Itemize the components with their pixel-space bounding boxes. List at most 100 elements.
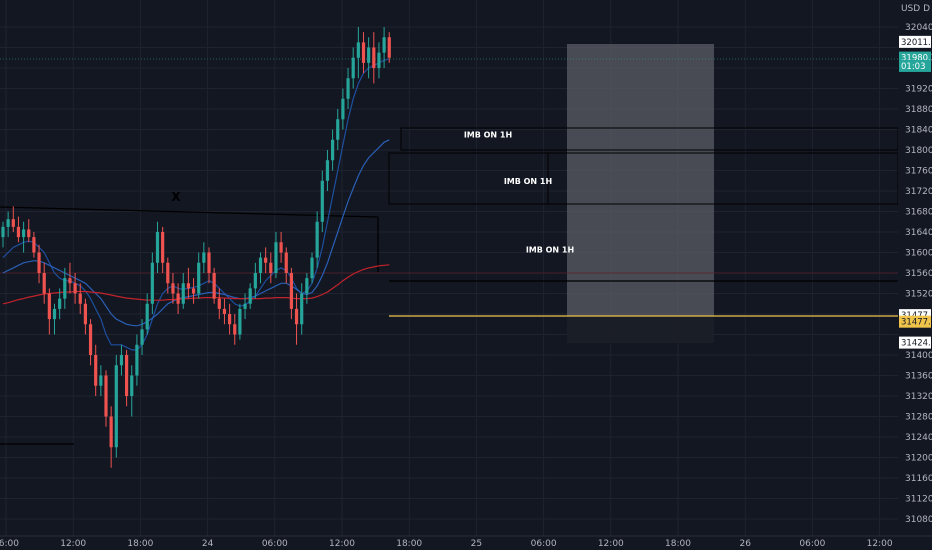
candle-body — [289, 273, 293, 309]
candle-body — [191, 288, 196, 294]
candle-body — [305, 278, 309, 294]
candle-body — [68, 278, 72, 284]
y-tick-label: 31640.0 — [905, 228, 932, 238]
y-tick-label: 31120.0 — [905, 495, 932, 505]
candle-body — [269, 262, 273, 273]
y-tick-label: 31880.0 — [905, 105, 932, 115]
trend-line — [0, 206, 379, 218]
candle-body — [125, 355, 129, 396]
candle-body — [274, 242, 278, 273]
y-tick-label: 31840.0 — [905, 126, 932, 136]
candle-body — [382, 37, 386, 53]
price-tag-label: 32011.0 — [901, 38, 932, 48]
candle-body — [207, 252, 211, 273]
y-tick-label: 31560.0 — [905, 269, 932, 279]
candle-body — [171, 283, 175, 294]
y-tick-label: 31520.0 — [905, 290, 932, 300]
candle-body — [27, 229, 31, 238]
imbalance-zone — [388, 152, 549, 205]
y-tick-label: 31080.0 — [905, 515, 932, 525]
y-tick-label: 31800.0 — [905, 146, 932, 156]
candle-body — [325, 160, 330, 181]
candle-body — [78, 293, 82, 304]
y-tick-label: 31160.0 — [905, 474, 932, 484]
candle-body — [351, 57, 355, 79]
x-tick-label: 12:00 — [60, 539, 86, 549]
y-tick-label: 32040.0 — [905, 23, 932, 33]
candle-body — [166, 262, 170, 284]
candle-body — [145, 303, 149, 330]
y-tick-label: 31680.0 — [905, 208, 932, 218]
candle-body — [135, 344, 139, 376]
y-tick-label: 31280.0 — [905, 413, 932, 423]
x-tick-label: 06:00 — [799, 539, 825, 549]
candle-body — [161, 232, 165, 263]
projection-box — [567, 44, 714, 316]
candle-body — [387, 37, 391, 58]
price-tag-bg — [899, 315, 931, 328]
price-tag-label: 31477.4 — [901, 318, 932, 328]
x-marker: X — [171, 190, 181, 204]
candle-body — [155, 232, 160, 263]
candle-body — [181, 283, 185, 304]
candle-body — [119, 355, 124, 366]
candle-body — [315, 221, 319, 258]
candle-body — [6, 219, 10, 227]
time-axis[interactable]: 06:00 12:00 18:00 24 06:00 12:00 18:00 25 06:00 1… — [0, 535, 932, 550]
candle-body — [1, 226, 5, 238]
candle-body — [114, 365, 118, 448]
candle-body — [228, 314, 232, 325]
candle-body — [16, 226, 21, 238]
x-tick-label: 26 — [739, 539, 751, 549]
x-tick-label: 12:00 — [598, 539, 624, 549]
candle-body — [176, 293, 180, 304]
candle-body — [320, 180, 324, 222]
x-tick-label: 06:00 — [262, 539, 288, 549]
x-tick-label: 24 — [202, 539, 214, 549]
imbalance-label: IMB ON 1H — [504, 177, 552, 186]
candle-body — [294, 308, 299, 325]
y-tick-label: 31200.0 — [905, 454, 932, 464]
x-tick-label: 18:00 — [127, 539, 153, 549]
candle-body — [243, 303, 247, 309]
price-axis[interactable]: 32040.0 31920.0 31880.0 31840.0 31800.0 31760… — [898, 0, 932, 536]
candle-body — [186, 283, 190, 289]
price-tag-label: 01:03 — [901, 62, 926, 72]
price-tag-label: 31980.3 — [901, 54, 932, 64]
candle-body — [88, 324, 93, 355]
candlesticks — [1, 27, 391, 468]
candle-body — [99, 375, 103, 386]
currency-label[interactable]: USD D — [901, 4, 930, 14]
x-tick-label: 25 — [471, 539, 482, 549]
candle-body — [73, 283, 77, 294]
y-tick-label: 31920.0 — [905, 85, 932, 95]
imbalance-label: IMB ON 1H — [526, 245, 574, 254]
candle-body — [11, 219, 15, 227]
candle-body — [341, 98, 345, 120]
candle-body — [356, 42, 360, 58]
candle-body — [253, 273, 257, 289]
moving-average-line — [2, 264, 390, 305]
candle-body — [279, 242, 283, 253]
candle-body — [83, 303, 87, 325]
overlay-lines — [0, 58, 898, 445]
moving-averages — [2, 58, 390, 351]
candle-body — [58, 298, 62, 309]
projection-box-lower — [567, 316, 714, 343]
candle-body — [300, 293, 304, 325]
candle-body — [47, 293, 51, 320]
candle-body — [310, 257, 314, 279]
candle-body — [377, 52, 381, 68]
candle-body — [94, 355, 98, 386]
candle-body — [52, 308, 57, 320]
candle-body — [258, 257, 263, 273]
candle-body — [150, 262, 154, 304]
candle-body — [197, 262, 201, 294]
candle-body — [372, 47, 376, 68]
candle-body — [212, 273, 216, 299]
price-tag-bg — [899, 35, 931, 48]
candle-body — [202, 252, 206, 263]
candle-body — [22, 229, 26, 238]
